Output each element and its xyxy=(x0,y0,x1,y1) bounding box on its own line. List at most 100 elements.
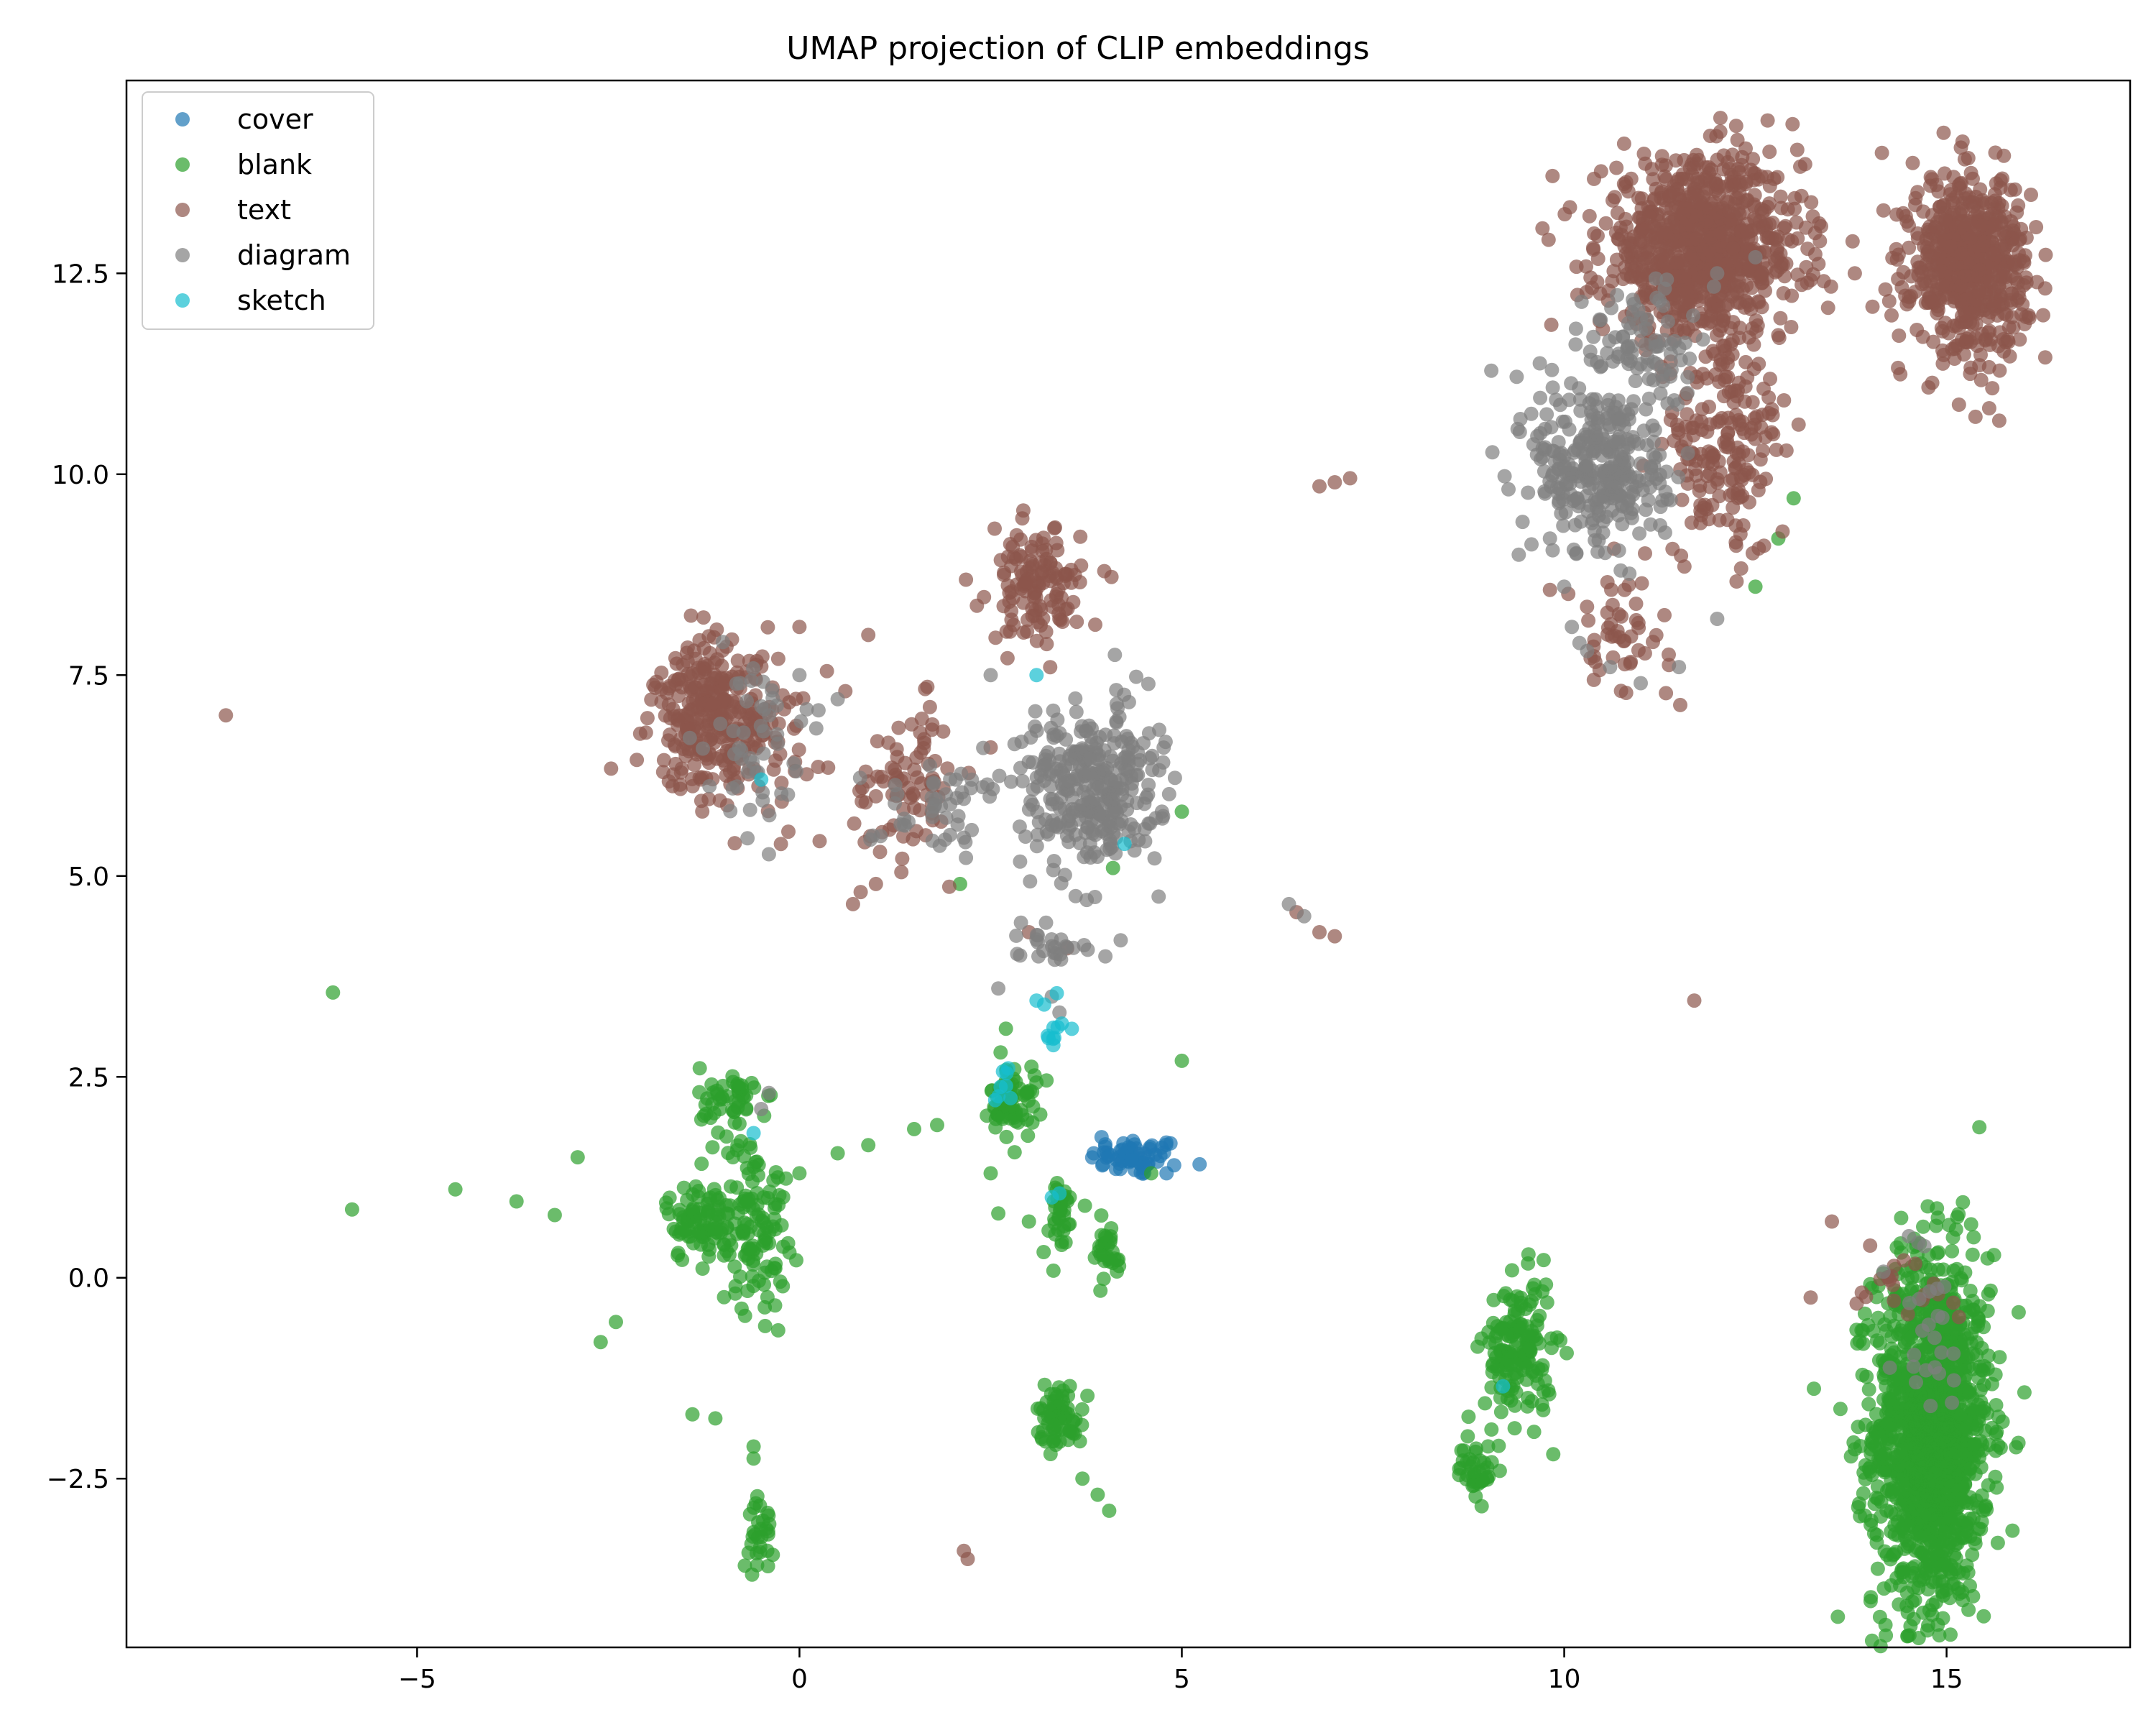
point-text xyxy=(1728,535,1743,550)
point-text xyxy=(654,666,669,680)
point-diagram xyxy=(1029,839,1044,854)
point-diagram xyxy=(1028,704,1043,719)
series-text xyxy=(218,111,2053,1566)
point-blank xyxy=(1930,1553,1945,1568)
point-text xyxy=(1015,503,1031,518)
point-diagram xyxy=(1131,832,1146,847)
point-text xyxy=(1789,215,1804,230)
point-text xyxy=(2019,230,2034,245)
point-text xyxy=(668,650,683,666)
point-text xyxy=(1733,178,1749,193)
point-text xyxy=(1898,208,1913,224)
point-text xyxy=(696,610,711,625)
point-text xyxy=(1034,565,1049,580)
point-blank xyxy=(1972,1299,1987,1314)
point-diagram xyxy=(1114,773,1129,787)
point-diagram xyxy=(1152,722,1166,737)
point-text xyxy=(1104,569,1119,584)
point-text xyxy=(1752,213,1767,229)
point-text xyxy=(1033,602,1049,617)
point-blank xyxy=(711,1125,726,1140)
point-text xyxy=(1598,216,1613,231)
point-text xyxy=(1746,152,1761,167)
point-blank xyxy=(1925,1607,1940,1622)
point-blank xyxy=(708,1187,723,1202)
point-text xyxy=(1674,548,1689,564)
point-blank xyxy=(930,1118,944,1133)
point-blank xyxy=(1097,1228,1112,1243)
point-blank xyxy=(1853,1509,1868,1524)
point-text xyxy=(1690,175,1705,190)
point-blank xyxy=(717,1248,732,1263)
point-text xyxy=(663,727,678,742)
point-text xyxy=(1647,191,1662,206)
point-text xyxy=(1745,321,1760,336)
point-text xyxy=(685,778,700,794)
point-blank xyxy=(1025,1085,1040,1099)
point-text xyxy=(1004,612,1019,627)
point-blank xyxy=(1972,1120,1987,1135)
point-blank xyxy=(1539,1295,1554,1310)
point-text xyxy=(1716,148,1731,163)
point-text xyxy=(1773,189,1788,204)
point-blank xyxy=(1066,1414,1081,1429)
point-text xyxy=(1963,165,1978,180)
point-blank xyxy=(2017,1385,2032,1400)
point-text xyxy=(683,608,699,623)
point-text xyxy=(1614,609,1629,624)
point-blank xyxy=(1524,1394,1539,1409)
point-text xyxy=(1805,209,1820,224)
point-text xyxy=(773,837,788,852)
point-blank xyxy=(1044,1386,1059,1402)
point-blank xyxy=(2009,1440,2024,1455)
point-blank xyxy=(1846,1435,1861,1450)
point-blank xyxy=(1885,1393,1900,1408)
point-text xyxy=(1671,423,1685,438)
point-text xyxy=(1777,393,1792,408)
point-blank xyxy=(757,1318,773,1333)
series-blank xyxy=(326,491,2032,1654)
point-diagram xyxy=(1036,758,1051,773)
point-text xyxy=(1634,191,1649,206)
point-text xyxy=(640,711,655,726)
point-text xyxy=(1720,425,1736,440)
point-text xyxy=(910,770,925,785)
point-blank xyxy=(1961,1602,1976,1617)
point-text xyxy=(1621,577,1636,592)
point-blank xyxy=(1930,1246,1945,1261)
point-diagram xyxy=(1152,763,1167,778)
point-blank xyxy=(695,1261,710,1276)
point-blank xyxy=(1041,1223,1056,1238)
point-blank xyxy=(1963,1217,1978,1232)
point-blank xyxy=(1074,1402,1089,1417)
point-text xyxy=(888,762,902,777)
point-diagram xyxy=(1107,648,1123,663)
point-blank xyxy=(1989,1480,2004,1495)
point-diagram xyxy=(1076,797,1091,812)
point-text xyxy=(1722,204,1737,219)
point-text xyxy=(1926,334,1941,349)
point-text xyxy=(1847,266,1862,281)
point-text xyxy=(1662,647,1676,662)
point-blank xyxy=(1981,1348,1996,1363)
point-blank xyxy=(743,1140,758,1155)
point-blank xyxy=(747,1080,762,1095)
point-blank xyxy=(1051,1211,1067,1226)
point-diagram xyxy=(1046,862,1061,878)
point-blank xyxy=(1879,1503,1894,1518)
point-blank xyxy=(1976,1609,1991,1624)
point-blank xyxy=(1916,1219,1930,1234)
point-text xyxy=(1732,321,1747,335)
point-blank xyxy=(861,1138,876,1153)
point-blank xyxy=(1830,1609,1846,1624)
point-blank xyxy=(1929,1218,1944,1233)
point-text xyxy=(712,793,727,808)
point-blank xyxy=(717,1289,732,1305)
point-blank xyxy=(775,1279,791,1294)
point-blank xyxy=(737,1248,752,1263)
point-text xyxy=(1968,409,1983,424)
point-cover xyxy=(1084,1150,1100,1165)
point-blank xyxy=(746,1451,761,1466)
point-blank xyxy=(768,1222,783,1237)
point-text xyxy=(936,724,951,739)
